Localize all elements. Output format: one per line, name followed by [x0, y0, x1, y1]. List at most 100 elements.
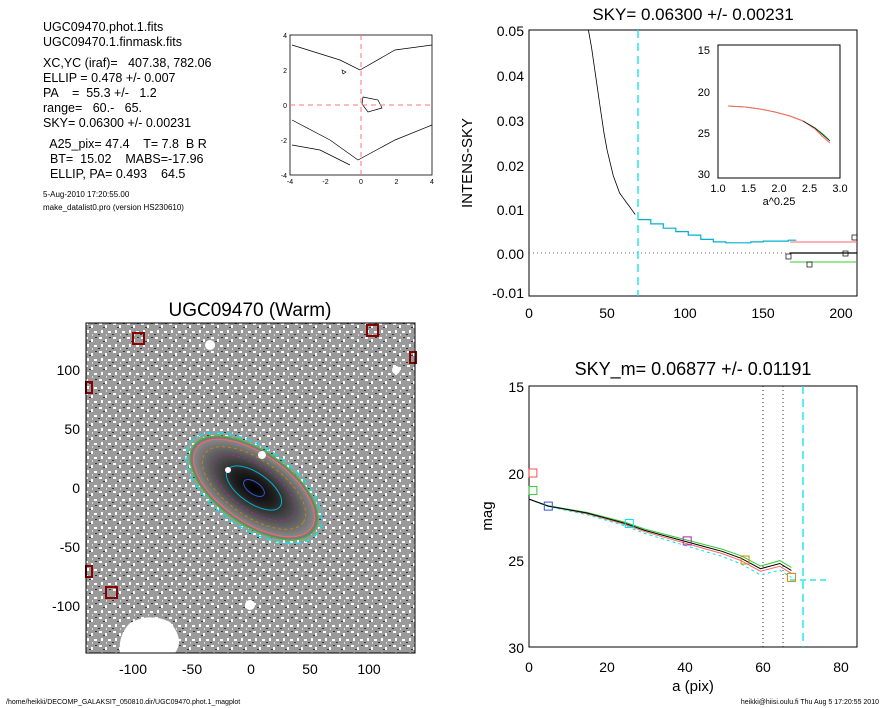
- fit-ellipse-magenta: [212, 454, 296, 522]
- galaxy-ytick: -50: [60, 539, 80, 555]
- intensity-title: SKY= 0.06300 +/- 0.00231: [592, 5, 793, 24]
- sky-steps-line: [638, 219, 797, 244]
- mag-xlabel: a (pix): [672, 678, 714, 695]
- masked-star: [205, 340, 215, 350]
- intensity-xtick: 100: [673, 305, 697, 321]
- info-block: UGC09470.phot.1.fits UGC09470.1.finmask.…: [43, 20, 212, 214]
- intensity-ytick: 0.04: [497, 68, 524, 84]
- mag-ylabel: mag: [479, 501, 496, 530]
- mag-ytick: 20: [508, 466, 524, 482]
- inset-xtick: 1.0: [710, 183, 725, 195]
- inset-ytick: 15: [698, 45, 710, 57]
- galaxy-ytick: 100: [57, 362, 81, 378]
- mag-markers: [528, 468, 796, 582]
- intensity-xtick: 150: [751, 305, 775, 321]
- star-box: [366, 324, 379, 337]
- mag-curve-black: [528, 498, 792, 571]
- contour-ytick: 2: [283, 68, 287, 75]
- mag-marker: [543, 501, 553, 511]
- mag-ytick: 15: [508, 379, 524, 395]
- mag-curve-red: [528, 498, 792, 574]
- bt-line: BT= 15.02 MABS=-17.96: [43, 152, 204, 166]
- inset-xtick: 3.0: [832, 183, 847, 195]
- star-box: [132, 332, 145, 345]
- masked-star: [245, 600, 255, 610]
- galaxy-title: UGC09470 (Warm): [169, 300, 332, 321]
- inset-xlabel: a^0.25: [763, 196, 796, 208]
- inset-ytick: 25: [698, 128, 710, 140]
- galaxy-xtick: -50: [182, 661, 202, 677]
- intensity-panel: SKY= 0.06300 +/- 0.00231 INTENS-SKY 0.05…: [459, 5, 858, 321]
- contour-xtick: 0: [359, 179, 363, 186]
- ellip-line: ELLIP = 0.478 +/- 0.007: [43, 71, 176, 85]
- fit-ellipse-red: [192, 438, 316, 538]
- file-mask: UGC09470.1.finmask.fits: [43, 35, 182, 49]
- file-phot: UGC09470.phot.1.fits: [43, 20, 164, 34]
- mag-panel: SKY_m= 0.06877 +/- 0.01191 mag 15 20 25 …: [479, 359, 858, 695]
- intensity-ytick: 0.05: [497, 23, 524, 39]
- masked-star: [392, 366, 400, 374]
- date-line: 5-Aug-2010 17:20:55.00: [43, 190, 130, 199]
- mag-xtick: 60: [755, 659, 771, 675]
- contour-ytick: 0: [283, 103, 287, 110]
- intensity-xtick: 200: [829, 305, 853, 321]
- mag-xtick: 0: [525, 659, 533, 675]
- galaxy-xtick: 100: [357, 661, 381, 677]
- galaxy-xtick: 0: [247, 661, 255, 677]
- intensity-frame: [528, 29, 858, 297]
- intensity-ytick: 0.02: [497, 158, 524, 174]
- contour-ytick: 4: [283, 33, 287, 40]
- star-box: [105, 586, 118, 599]
- mag-ytick: 25: [508, 553, 524, 569]
- inset-frame: [717, 44, 841, 179]
- fit-ellipse-core: [243, 479, 265, 497]
- masked-star: [225, 467, 231, 473]
- mag-marker: [624, 519, 634, 528]
- contour-center: [361, 96, 383, 113]
- intensity-ylabel: INTENS-SKY: [459, 118, 476, 208]
- intensity-xtick: 0: [525, 305, 533, 321]
- mag-frame: [528, 385, 858, 648]
- sky-marker: [806, 261, 813, 268]
- mag-xtick: 20: [599, 659, 615, 675]
- contour-panel: -4 -2 0 2 4 4 2 0 -2 -4: [281, 33, 434, 186]
- contour-xtick: -4: [287, 179, 293, 186]
- pa-line: PA = 55.3 +/- 1.2: [43, 86, 157, 100]
- intensity-xtick: 50: [599, 305, 615, 321]
- mag-curve-cyan: [528, 498, 792, 578]
- sky-line: SKY= 0.06300 +/- 0.00231: [43, 116, 192, 130]
- mag-marker: [682, 536, 692, 546]
- ellip-pa-line: ELLIP, PA= 0.493 64.5: [43, 167, 186, 181]
- galaxy-ytick: 0: [72, 480, 80, 496]
- galaxy-ytick: 50: [64, 421, 80, 437]
- footer-user: heikki@hiisi.oulu.fi Thu Aug 5 17:20:55 …: [740, 699, 879, 706]
- a25-line: A25_pix= 47.4 T= 7.8 B R: [43, 137, 207, 151]
- program-line: make_datalist0.pro (version HS230610): [43, 203, 184, 212]
- intensity-ytick: 0.03: [497, 113, 524, 129]
- star-box: [409, 351, 417, 364]
- contour-blob: [341, 69, 347, 75]
- sky-marker: [842, 250, 849, 257]
- sky-marker: [785, 253, 792, 260]
- inset-ytick: 30: [698, 169, 710, 181]
- inset-xtick: 2.5: [802, 183, 817, 195]
- inset-curve-black: [802, 120, 831, 142]
- intensity-ytick: -0.01: [492, 285, 524, 301]
- range-line: range= 60.- 65.: [43, 101, 143, 115]
- contour-ytick: -2: [281, 138, 287, 145]
- galaxy-panel: UGC09470 (Warm): [52, 300, 417, 677]
- galaxy-xtick: -100: [119, 661, 147, 677]
- inset-xtick: 2.0: [771, 183, 786, 195]
- mag-title: SKY_m= 0.06877 +/- 0.01191: [575, 359, 812, 380]
- intensity-profile-line: [588, 29, 636, 215]
- intensity-ytick: 0.00: [497, 246, 524, 262]
- mag-ytick: 30: [508, 640, 524, 656]
- contour-line-1: [291, 44, 433, 71]
- mag-marker: [786, 572, 796, 582]
- galaxy-ytick: -100: [52, 598, 80, 614]
- contour-xtick: 2: [395, 179, 399, 186]
- mag-xtick: 40: [677, 659, 693, 675]
- inset-ytick: 20: [698, 87, 710, 99]
- inset-xtick: 1.5: [741, 183, 756, 195]
